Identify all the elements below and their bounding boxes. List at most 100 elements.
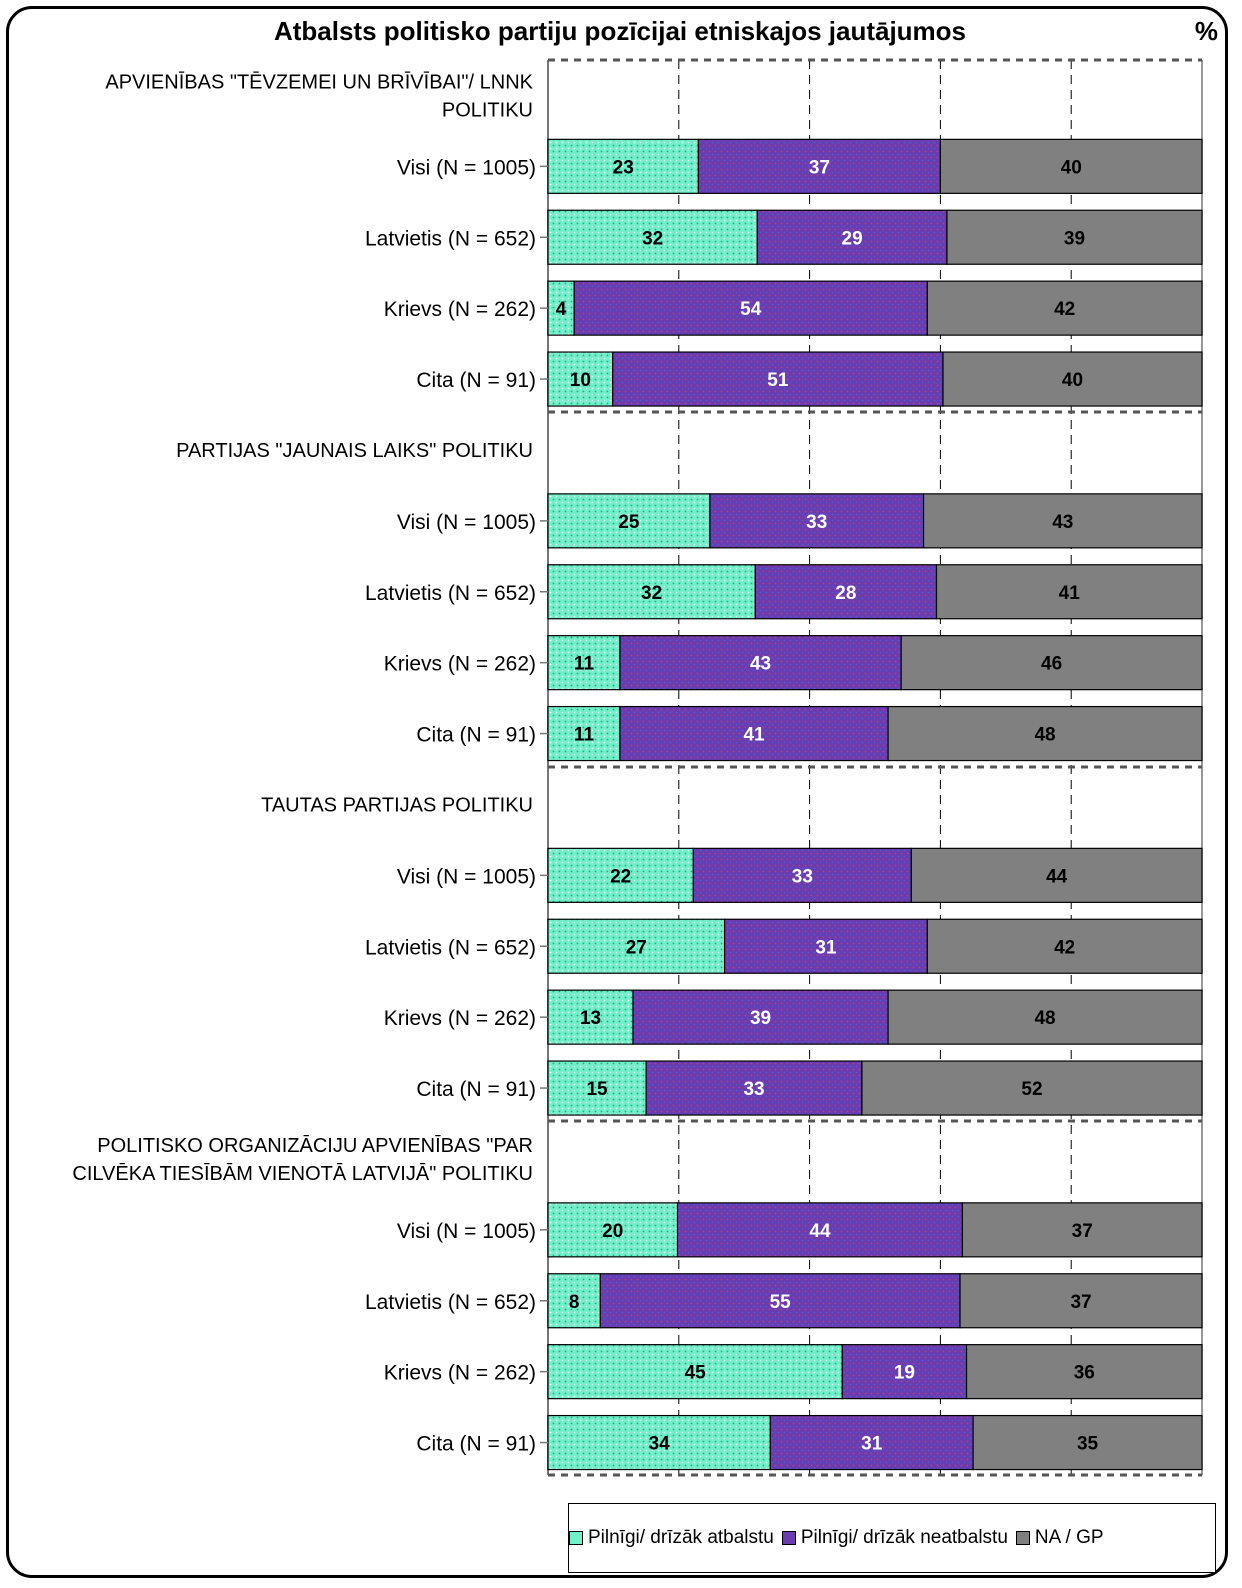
bar-segment-na — [926, 280, 1203, 336]
bar-segment-oppose — [619, 635, 902, 691]
row-labels: APVIENĪBAS "TĒVZEMEI UN BRĪVĪBAI"/ LNNK P… — [72, 70, 548, 1456]
bar-segment-na — [887, 989, 1203, 1045]
data-label: 39 — [1064, 228, 1085, 249]
data-label: 54 — [740, 299, 762, 320]
legend-swatch-na — [1015, 1531, 1030, 1545]
bar-segment-na — [946, 209, 1203, 265]
data-label: 31 — [861, 1434, 883, 1455]
legend-swatch-support — [569, 1531, 583, 1545]
group-heading: POLITIKU — [442, 99, 533, 121]
category-label: Latvietis (N = 652) — [365, 936, 536, 959]
bar-segment-support — [547, 705, 621, 762]
bar-segment-support — [547, 635, 621, 691]
data-label: 27 — [626, 937, 647, 958]
bar-segment-support — [547, 1202, 679, 1258]
data-label: 39 — [750, 1008, 771, 1029]
data-label: 11 — [574, 725, 595, 746]
chart-frame — [6, 6, 1228, 1578]
data-label: 55 — [770, 1292, 792, 1313]
data-label: 51 — [767, 370, 789, 391]
data-label: 40 — [1062, 370, 1083, 391]
data-label: 48 — [1034, 1008, 1055, 1029]
data-label: 37 — [1070, 1292, 1091, 1313]
data-label: 4 — [556, 299, 567, 320]
legend-item-oppose: Pilnīgi/ drīzāk neatbalstu — [781, 1527, 1008, 1549]
category-label: Krievs (N = 262) — [384, 298, 536, 321]
data-label: 33 — [806, 512, 827, 533]
category-label: Visi (N = 1005) — [397, 1220, 536, 1243]
data-label: 31 — [815, 937, 837, 958]
data-label: 15 — [586, 1079, 608, 1100]
data-label: 43 — [750, 654, 771, 675]
bar-segment-na — [900, 635, 1203, 691]
data-label: 48 — [1034, 725, 1055, 746]
data-label: 36 — [1074, 1363, 1095, 1384]
bar-segment-na — [935, 564, 1203, 620]
category-label: Cita (N = 91) — [416, 724, 536, 747]
bar-segment-na — [961, 1202, 1203, 1258]
category-label: Krievs (N = 262) — [384, 653, 536, 676]
data-label: 45 — [685, 1363, 707, 1384]
data-label: 29 — [842, 228, 863, 249]
data-label: 32 — [642, 228, 663, 249]
bar-segment-na — [939, 138, 1203, 194]
category-label: Cita (N = 91) — [416, 1078, 536, 1101]
bar-segment-support — [547, 564, 756, 620]
bar-segment-na — [861, 1060, 1203, 1116]
bar-segment-support — [547, 138, 700, 194]
data-label: 43 — [1052, 512, 1073, 533]
category-label: Latvietis (N = 652) — [365, 227, 536, 250]
unit-label: % — [1194, 16, 1218, 46]
data-label: 46 — [1041, 654, 1062, 675]
data-label: 20 — [602, 1221, 623, 1242]
data-label: 11 — [574, 654, 595, 675]
data-label: 42 — [1054, 299, 1075, 320]
legend-swatch-oppose — [781, 1531, 796, 1545]
bar-segment-na — [910, 847, 1203, 903]
data-label: 8 — [569, 1292, 580, 1313]
bar-segment-support — [547, 847, 694, 903]
data-label: 44 — [1046, 866, 1068, 887]
data-label: 35 — [1077, 1434, 1099, 1455]
group-heading: CILVĒKA TIESĪBĀM VIENOTĀ LATVIJĀ" POLITI… — [72, 1162, 533, 1185]
data-label: 34 — [649, 1434, 671, 1455]
group-heading: POLITISKO ORGANIZĀCIJU APVIENĪBAS "PAR — [97, 1134, 533, 1157]
bar-segment-oppose — [723, 918, 928, 974]
legend: Pilnīgi/ drīzāk atbalstu Pilnīgi/ drīzāk… — [568, 1503, 1216, 1573]
bar-segment-support — [547, 1344, 843, 1400]
bar-segment-oppose — [573, 280, 928, 336]
bar-segment-support — [547, 918, 726, 974]
legend-label-oppose: Pilnīgi/ drīzāk neatbalstu — [800, 1527, 1008, 1548]
data-label: 19 — [894, 1363, 915, 1384]
data-label: 42 — [1054, 937, 1075, 958]
data-label: 52 — [1021, 1079, 1042, 1100]
data-label: 41 — [743, 725, 765, 746]
data-label: 10 — [570, 370, 591, 391]
bar-segment-na — [887, 705, 1203, 762]
data-label: 33 — [792, 866, 813, 887]
group-heading: TAUTAS PARTIJAS POLITIKU — [261, 794, 533, 816]
category-label: Krievs (N = 262) — [384, 1362, 536, 1385]
data-label: 23 — [613, 157, 634, 178]
category-label: Latvietis (N = 652) — [365, 582, 536, 605]
bar-segment-support — [547, 1060, 647, 1116]
data-label: 32 — [641, 583, 662, 604]
bar-segment-support — [547, 1414, 771, 1471]
bar-segment-na — [972, 1414, 1203, 1471]
bar-segment-oppose — [599, 1273, 961, 1329]
data-label: 44 — [809, 1221, 831, 1242]
bar-segment-oppose — [632, 989, 889, 1045]
data-label: 13 — [580, 1008, 601, 1029]
data-label: 28 — [835, 583, 856, 604]
category-label: Visi (N = 1005) — [397, 511, 536, 534]
bar-segment-oppose — [754, 564, 938, 620]
group-heading: PARTIJAS "JAUNAIS LAIKS" POLITIKU — [176, 440, 533, 462]
group-separators — [548, 58, 1202, 1477]
bar-segment-support — [547, 351, 614, 407]
bar-segment-oppose — [769, 1414, 974, 1471]
data-label: 40 — [1061, 157, 1082, 178]
legend-label-support: Pilnīgi/ drīzāk atbalstu — [588, 1527, 774, 1548]
data-label: 33 — [743, 1079, 764, 1100]
